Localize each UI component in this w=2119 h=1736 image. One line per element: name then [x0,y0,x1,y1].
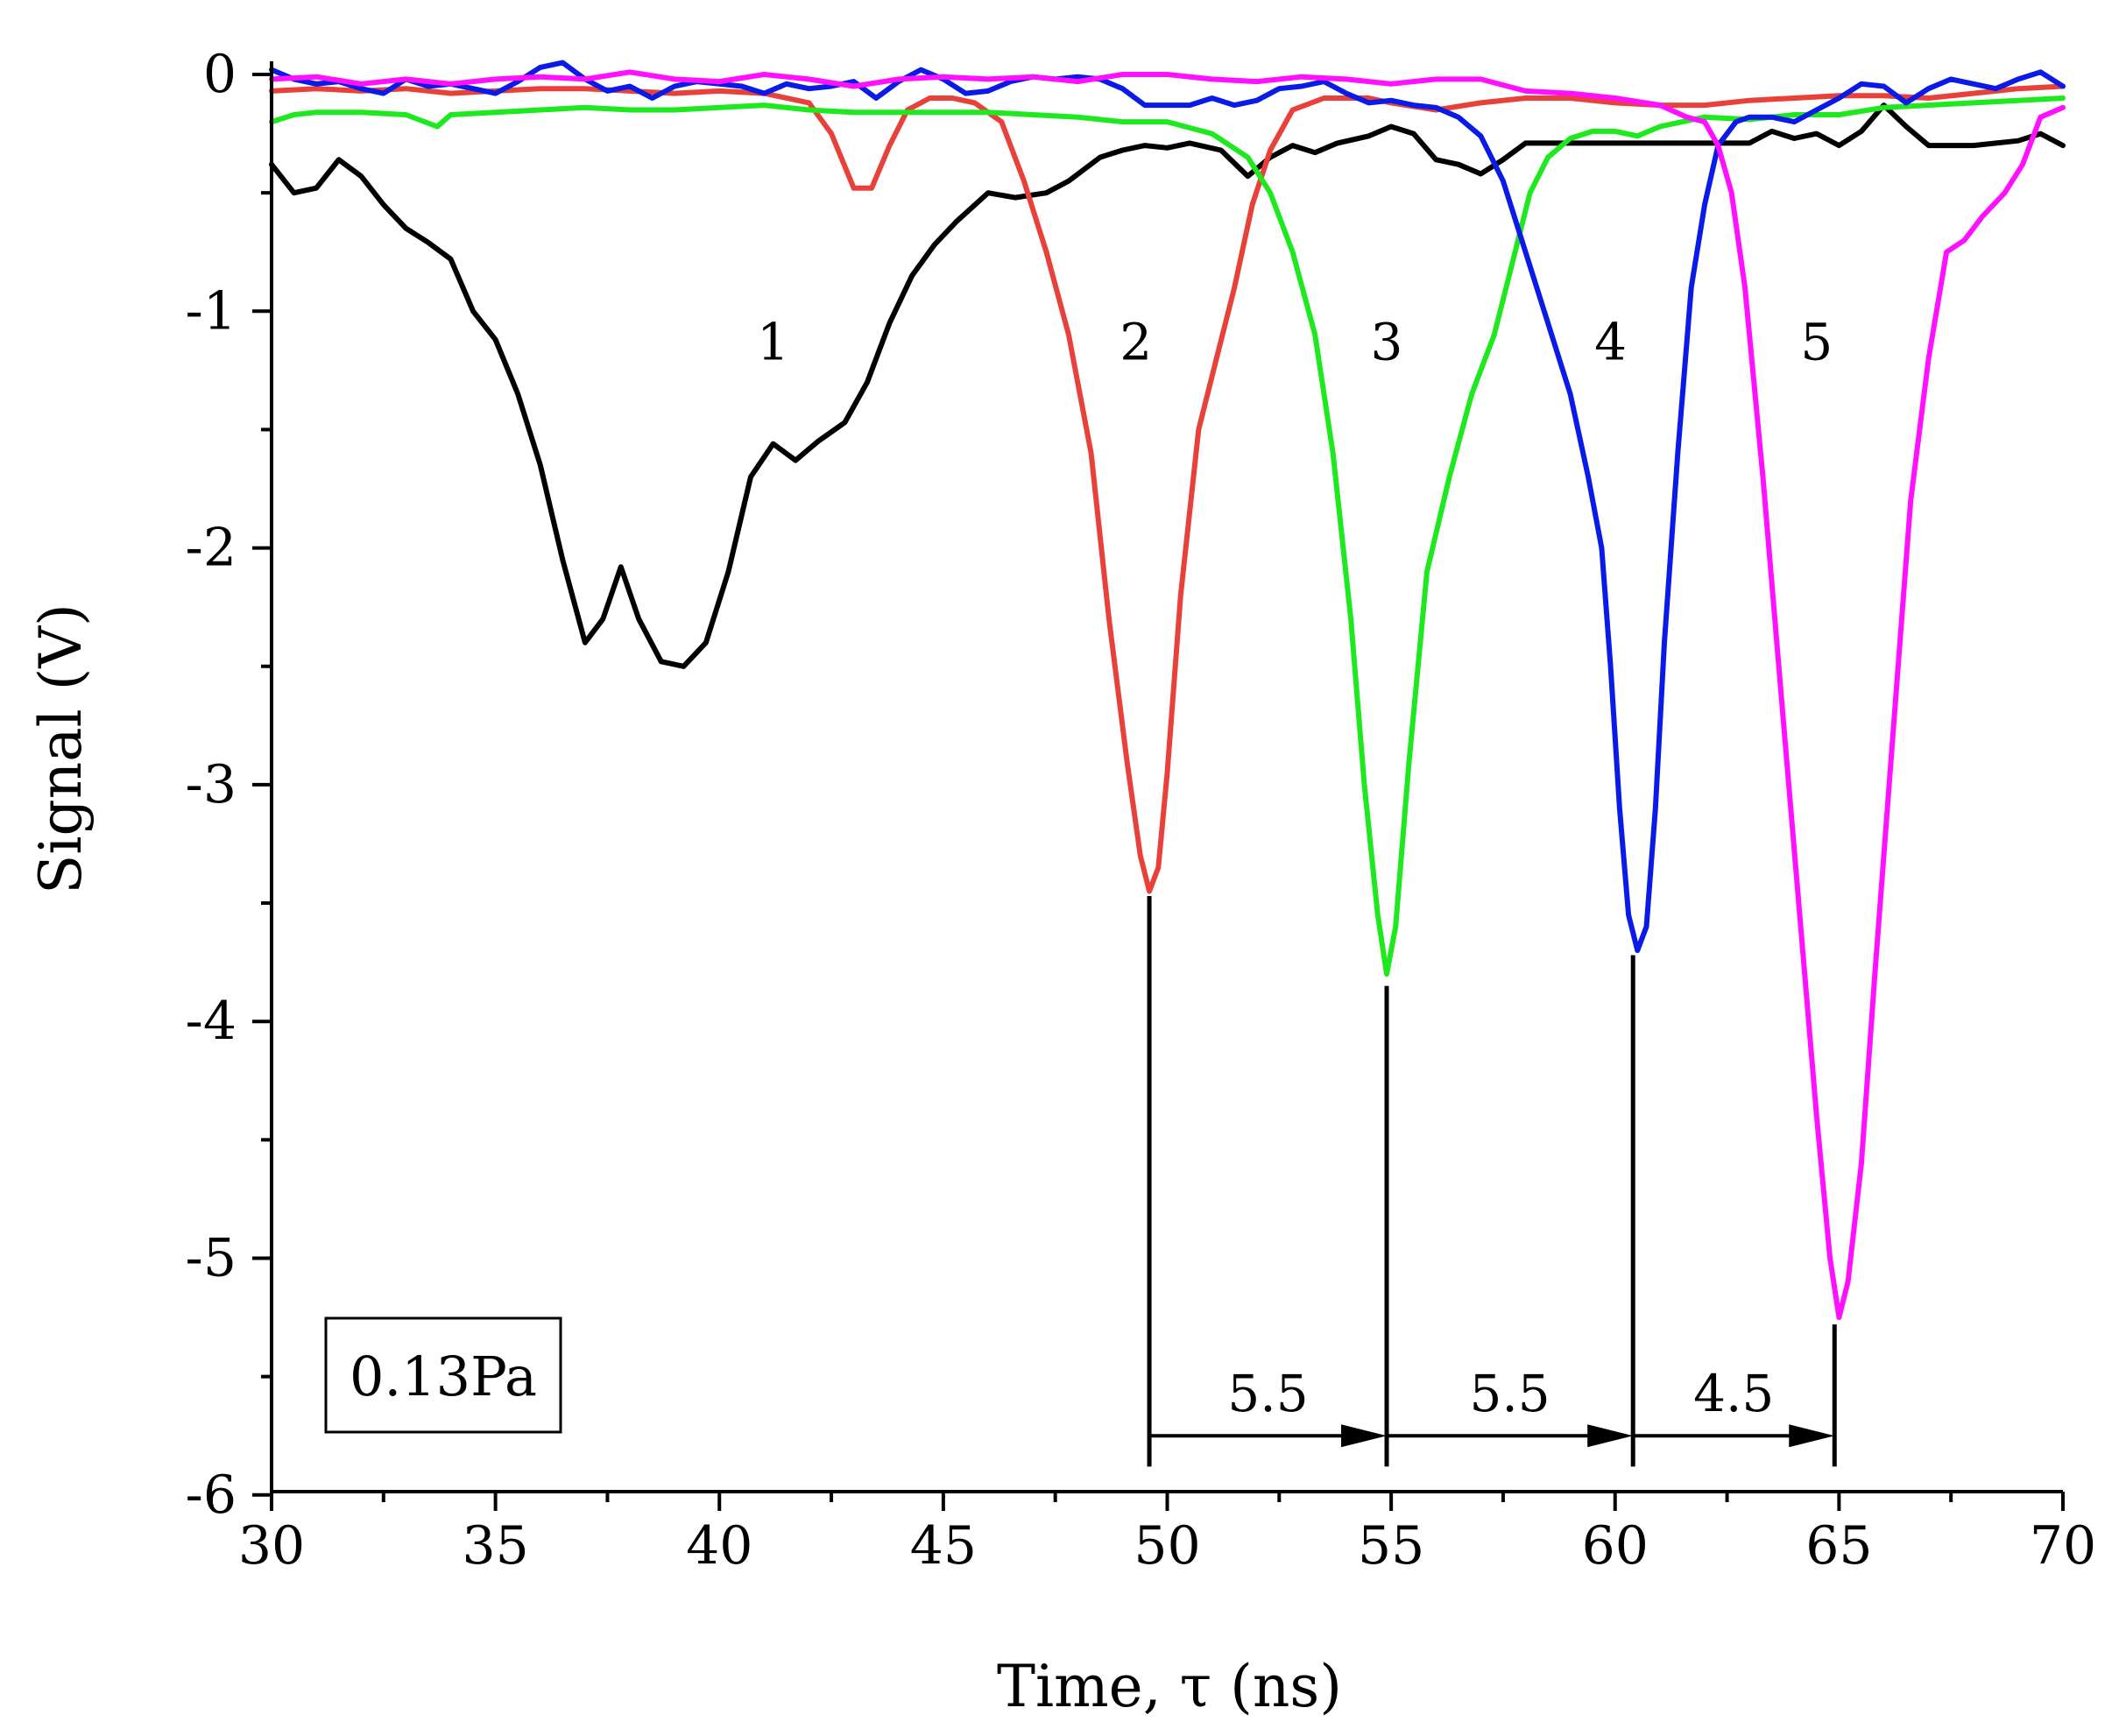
y-tick-label: -1 [186,280,237,342]
interval-label: 4.5 [1693,1364,1774,1423]
x-tick-label: 45 [910,1515,977,1577]
curve-label-4: 4 [1594,312,1627,371]
series-line-1 [269,102,2066,669]
y-tick-label: -2 [186,518,237,579]
x-tick-label: 50 [1134,1515,1200,1577]
series-line-5 [269,69,2066,1321]
curves-layer: 1 2 3 4 5 [269,60,2066,1321]
y-tick-label: 0 [203,44,237,105]
interval-arrow-head [1341,1424,1388,1448]
x-tick-label: 40 [686,1515,752,1577]
curve-label-1: 1 [757,312,789,371]
series-line-2 [269,83,2066,894]
series-line-4 [269,60,2066,954]
y-tick-label: -3 [186,754,237,815]
x-tick-label: 60 [1582,1515,1649,1577]
x-tick-label: 35 [462,1515,528,1577]
pressure-note-box [324,1316,562,1434]
curve-label-5: 5 [1800,312,1833,371]
interval-annotations: 5.5 5.5 4.5 [1147,895,1837,1467]
y-tick-label: -6 [186,1464,237,1526]
curve-label-2: 2 [1120,312,1152,371]
x-tick-label: 55 [1358,1515,1424,1577]
x-axis-title: Time, τ (ns) [997,1653,1342,1720]
series-line-3 [269,95,2066,977]
curve-label-3: 3 [1371,312,1403,371]
y-axis-title: Signal (V) [27,603,95,894]
pressure-note: 0.13Pa [324,1316,562,1434]
interval-arrow-head [1587,1424,1634,1448]
x-tick-label: 70 [2030,1515,2096,1577]
x-tick-label: 65 [1805,1515,1872,1577]
axes-layer: 30 35 40 45 50 55 60 65 700-1-2-3-4-5-6 [186,44,2097,1577]
interval-arrow-head [1789,1424,1835,1448]
interval-label: 5.5 [1469,1364,1550,1423]
interval-label: 5.5 [1227,1364,1308,1423]
pressure-note-text: 0.13Pa [350,1344,537,1408]
y-tick-label: -5 [186,1228,237,1289]
x-tick-label: 30 [238,1515,305,1577]
y-tick-label: -4 [186,991,237,1052]
